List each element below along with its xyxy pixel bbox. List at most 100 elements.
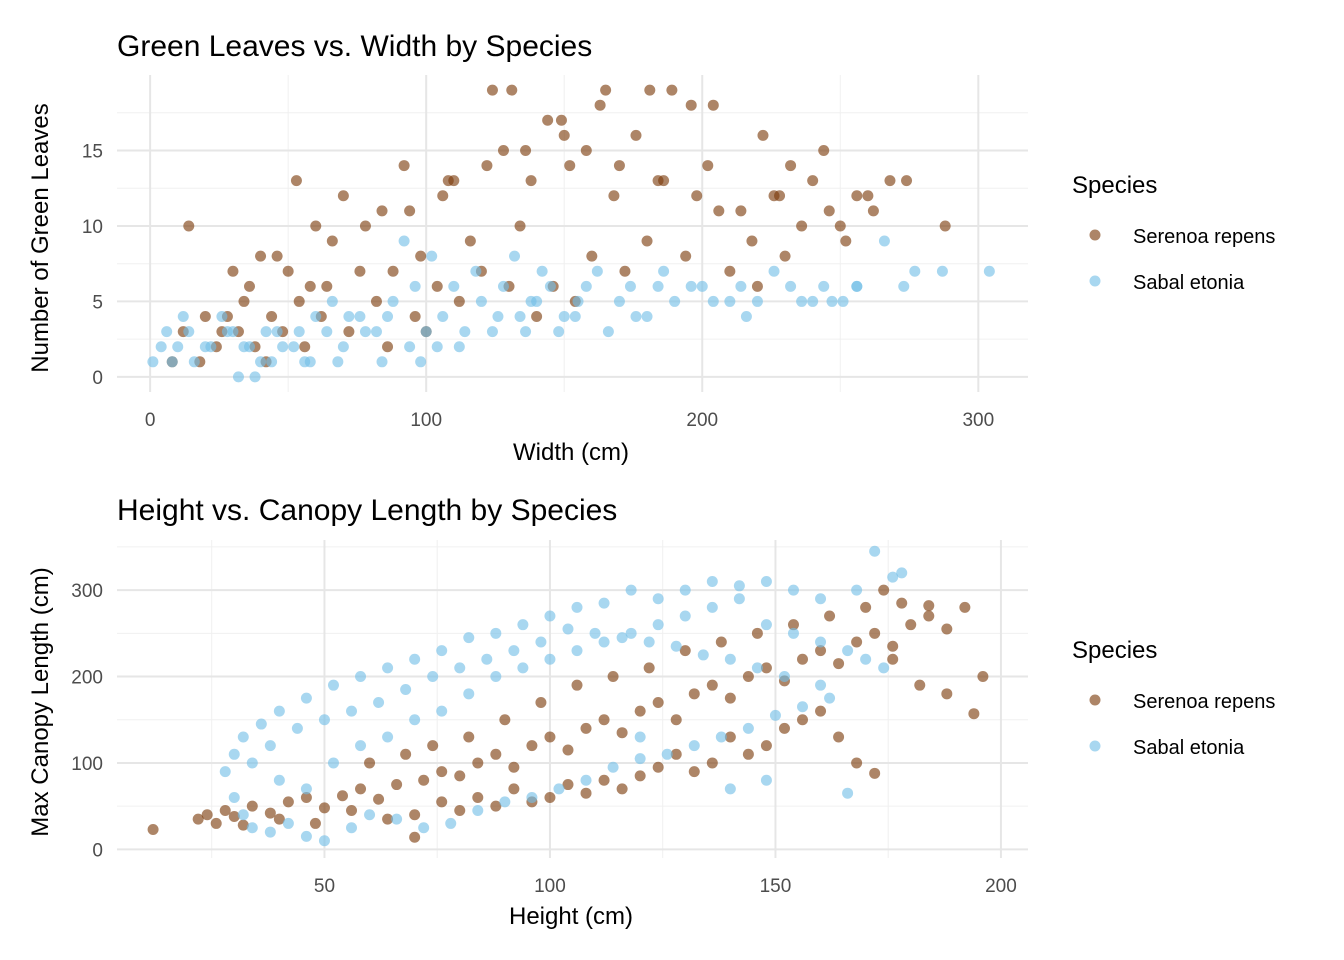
point-sabal-etonia [797,701,809,713]
point-sabal-etonia [625,627,637,639]
point-serenoa-repens [244,280,256,292]
point-sabal-etonia [326,295,338,307]
point-serenoa-repens [453,295,465,307]
point-serenoa-repens [834,220,846,232]
point-serenoa-repens [391,779,403,791]
y-tick-label: 0 [92,368,103,389]
point-sabal-etonia [815,593,827,605]
point-serenoa-repens [600,84,612,96]
point-sabal-etonia [562,623,574,635]
y-tick-labels: 0 100 200 300 [71,581,103,861]
point-serenoa-repens [598,774,610,786]
point-sabal-etonia [517,662,529,674]
point-sabal-etonia [796,295,808,307]
point-sabal-etonia [436,645,448,657]
point-serenoa-repens [860,601,872,613]
point-serenoa-repens [364,757,376,769]
point-sabal-etonia [346,705,358,717]
point-sabal-etonia [508,645,520,657]
point-serenoa-repens [293,295,305,307]
point-sabal-etonia [909,265,921,277]
data-points [147,84,995,383]
point-sabal-etonia [497,280,509,292]
legend: Species Serenoa repens Sabal etonia [1072,172,1275,294]
point-serenoa-repens [688,688,700,700]
point-sabal-etonia [492,311,504,323]
point-sabal-etonia [382,662,394,674]
point-sabal-etonia [459,326,471,338]
point-serenoa-repens [199,311,211,323]
point-sabal-etonia [346,822,358,834]
point-sabal-etonia [706,601,718,613]
point-sabal-etonia [602,326,614,338]
point-serenoa-repens [580,722,592,734]
point-sabal-etonia [166,356,178,368]
point-serenoa-repens [670,714,682,726]
point-serenoa-repens [706,757,718,769]
point-serenoa-repens [555,114,567,126]
point-sabal-etonia [580,774,592,786]
point-sabal-etonia [310,311,322,323]
point-sabal-etonia [983,265,995,277]
point-serenoa-repens [264,807,276,819]
point-sabal-etonia [300,830,312,842]
point-serenoa-repens [228,811,240,823]
point-serenoa-repens [246,800,258,812]
point-sabal-etonia [246,822,258,834]
point-serenoa-repens [779,250,791,262]
y-tick-label: 0 [92,840,103,861]
point-sabal-etonia [398,235,410,247]
point-sabal-etonia [481,653,493,665]
point-sabal-etonia [688,740,700,752]
point-serenoa-repens [436,766,448,778]
point-sabal-etonia [707,295,719,307]
point-serenoa-repens [544,792,556,804]
point-serenoa-repens [735,205,747,217]
point-sabal-etonia [878,662,890,674]
point-serenoa-repens [219,804,231,816]
point-serenoa-repens [427,740,439,752]
legend-label-sabal-etonia: Sabal etonia [1133,737,1245,759]
point-serenoa-repens [751,280,763,292]
point-serenoa-repens [580,144,592,156]
legend-title: Species [1072,172,1157,199]
point-serenoa-repens [641,235,653,247]
point-sabal-etonia [525,295,537,307]
point-sabal-etonia [415,356,427,368]
point-sabal-etonia [697,649,709,661]
point-serenoa-repens [670,748,682,760]
point-serenoa-repens [869,627,881,639]
point-serenoa-repens [309,817,321,829]
point-serenoa-repens [266,311,278,323]
point-sabal-etonia [147,356,159,368]
point-serenoa-repens [318,802,330,814]
point-sabal-etonia [426,250,438,262]
point-serenoa-repens [706,679,718,691]
point-sabal-etonia [354,311,366,323]
point-serenoa-repens [343,326,355,338]
point-sabal-etonia [652,593,664,605]
point-serenoa-repens [785,160,797,172]
point-sabal-etonia [544,610,556,622]
point-sabal-etonia [244,341,256,353]
point-sabal-etonia [228,748,240,760]
point-sabal-etonia [580,280,592,292]
point-serenoa-repens [959,601,971,613]
point-sabal-etonia [514,311,526,323]
point-serenoa-repens [619,265,631,277]
point-serenoa-repens [442,175,454,187]
point-sabal-etonia [851,584,863,596]
point-serenoa-repens [376,205,388,217]
point-serenoa-repens [616,783,628,795]
point-serenoa-repens [968,708,980,720]
point-serenoa-repens [299,341,311,353]
point-sabal-etonia [517,619,529,631]
point-sabal-etonia [769,709,781,721]
point-serenoa-repens [525,175,537,187]
point-sabal-etonia [652,619,664,631]
point-sabal-etonia [760,619,772,631]
point-serenoa-repens [715,636,727,648]
point-serenoa-repens [746,235,758,247]
point-sabal-etonia [404,341,416,353]
point-sabal-etonia [670,640,682,652]
